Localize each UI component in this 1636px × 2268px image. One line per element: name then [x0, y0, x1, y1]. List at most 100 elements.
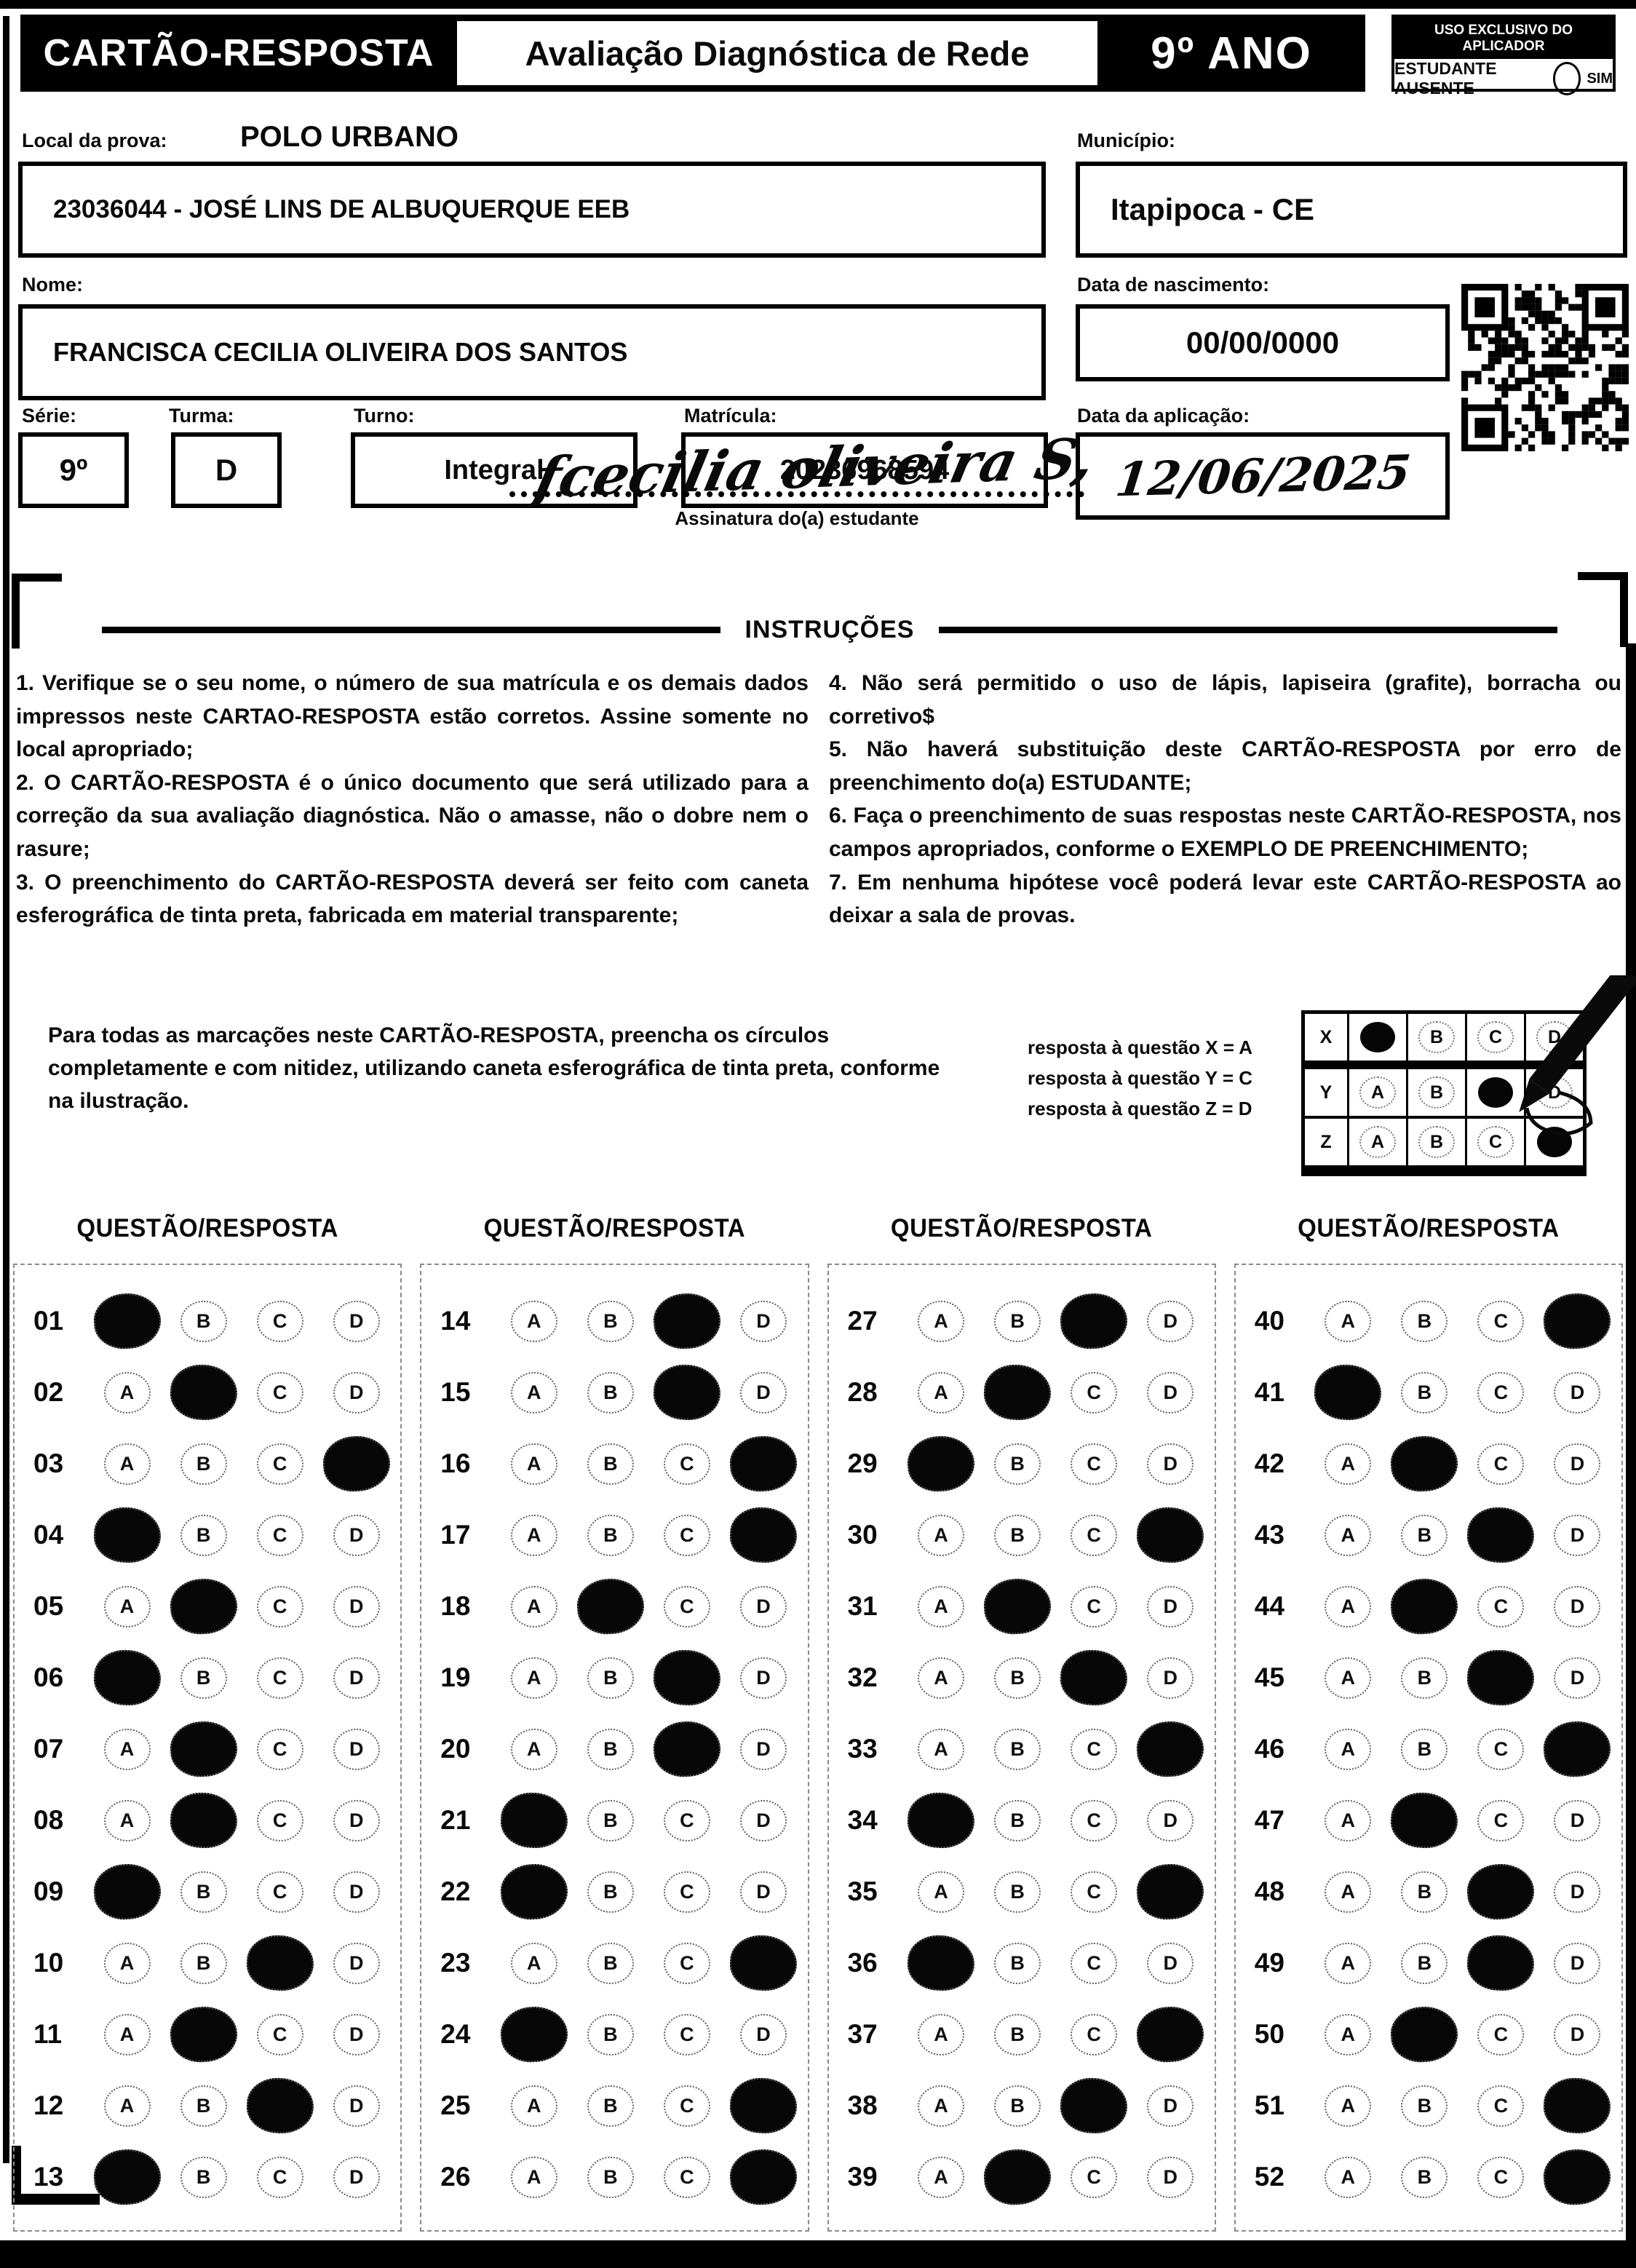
answer-bubble-option: D	[1554, 1371, 1601, 1413]
answer-bubble-option: A	[1325, 1942, 1372, 1984]
answer-bubble-filled	[1389, 2004, 1460, 2065]
answer-option-cell	[648, 1718, 725, 1780]
answer-option-cell: C	[1463, 1799, 1539, 1841]
answer-bubble-filled	[499, 2004, 570, 2065]
answer-bubble-option: B	[587, 2085, 634, 2127]
nascimento-field: 00/00/0000	[1076, 304, 1450, 381]
answer-option-cell: C	[242, 2156, 318, 2198]
answer-bubble-option: A	[918, 1300, 965, 1342]
answer-option-cell: D	[725, 1300, 801, 1342]
question-number: 35	[847, 1876, 878, 1906]
answer-bubble-option: C	[663, 1585, 710, 1627]
answer-bubble-option: A	[918, 1657, 965, 1699]
answer-option-cell	[1463, 1648, 1539, 1708]
answer-option-cell: A	[903, 1514, 980, 1556]
answer-bubble-option: C	[663, 1942, 710, 1984]
answer-bubble-filled	[905, 1433, 977, 1494]
answer-bubble-option: B	[587, 1799, 634, 1841]
answer-option-cell: C	[1056, 1871, 1132, 1913]
answer-option-cell: C	[1056, 2156, 1132, 2198]
answer-option-cell	[1539, 2146, 1616, 2208]
answer-option-cell: D	[318, 1728, 394, 1770]
answer-bubble-option: D	[1147, 1657, 1194, 1699]
answer-bubble-option: C	[1477, 1371, 1525, 1413]
answer-bubble-filled	[1389, 1576, 1460, 1637]
answer-bubble-option: C	[256, 1443, 303, 1485]
answer-option-cell	[1463, 1505, 1539, 1565]
answer-option-cell	[1386, 1433, 1463, 1494]
answer-bubble-option: A	[510, 1942, 557, 1984]
answer-option-cell: D	[1132, 1300, 1209, 1342]
answer-option-cell: C	[648, 1514, 725, 1556]
answer-bubble-option: A	[103, 1799, 151, 1841]
example-question-label: Z	[1305, 1119, 1349, 1165]
example-bubble-option: D	[1536, 1021, 1573, 1053]
answer-bubble-option: A	[103, 1728, 151, 1770]
answer-option-cell: D	[1132, 1585, 1209, 1627]
answer-row: 49 A B D	[1243, 1927, 1616, 1999]
answer-bubble-option: D	[1147, 2085, 1194, 2127]
student-absent-row: ESTUDANTE AUSENTE SIM	[1394, 59, 1613, 98]
answer-bubble-option: B	[994, 1728, 1041, 1770]
answer-option-cell: D	[318, 2156, 394, 2198]
answer-bubble-option: C	[1071, 1443, 1118, 1485]
answer-option-cell: A	[496, 1300, 572, 1342]
answer-bubble-option: B	[1401, 1371, 1448, 1413]
answer-bubble-option: C	[1071, 1728, 1118, 1770]
answer-row: 06 B C D	[22, 1642, 394, 1713]
answer-bubble-option: C	[256, 2156, 303, 2198]
example-legend: resposta à questão X = A resposta à quest…	[1028, 1032, 1252, 1124]
answer-bubble-option: A	[918, 1514, 965, 1556]
answer-bubble-option: D	[1147, 1300, 1194, 1342]
answer-bubble-option: D	[1147, 2156, 1194, 2198]
answer-bubble-filled	[982, 2146, 1053, 2208]
example-option-cell: B	[1408, 1069, 1467, 1116]
answer-option-cell	[496, 1791, 572, 1850]
answer-bubble-filled	[651, 1363, 722, 1422]
answer-bubble-option: B	[1401, 1300, 1448, 1342]
answer-option-cell: B	[572, 1443, 648, 1485]
answer-option-cell: A	[1310, 1657, 1386, 1699]
turno-label: Turno:	[354, 405, 415, 427]
answer-bubble-filled	[499, 1861, 570, 1922]
answer-option-cell	[496, 1861, 572, 1922]
answer-option-cell: C	[242, 1799, 318, 1841]
answer-option-cell: B	[165, 1657, 242, 1699]
answer-bubble-option: C	[1477, 1728, 1525, 1770]
answer-option-cell	[648, 1290, 725, 1352]
example-option-cell: C	[1467, 1119, 1526, 1165]
answer-bubble-option: A	[510, 2156, 557, 2198]
question-number: 14	[440, 1306, 471, 1336]
answer-bubble-filled	[1059, 2076, 1129, 2136]
answer-option-cell: A	[903, 2013, 980, 2055]
answer-option-cell: C	[1463, 1371, 1539, 1413]
header: CARTÃO-RESPOSTA Avaliação Diagnóstica de…	[20, 15, 1616, 98]
answer-row: 20 A B D	[429, 1713, 801, 1785]
answer-option-cell: B	[980, 1942, 1056, 1984]
answer-option-cell: B	[572, 2156, 648, 2198]
answer-bubble-option: A	[1325, 1871, 1372, 1913]
question-number: 32	[847, 1662, 878, 1692]
answer-row: 15 A B D	[429, 1357, 801, 1428]
answer-option-cell: D	[725, 2013, 801, 2055]
answer-option-cell: B	[572, 1300, 648, 1342]
local-da-prova-label: Local da prova:	[22, 130, 167, 151]
example-bubble-filled	[1537, 1127, 1572, 1157]
answer-row: 35 A B C	[836, 1856, 1209, 1927]
answer-option-cell	[1310, 1363, 1386, 1422]
answer-bubble-filled	[1466, 1505, 1536, 1565]
answer-option-cell	[725, 1433, 801, 1494]
instruction-item: 4. Não será permitido o uso de lápis, la…	[829, 671, 1621, 729]
answer-bubble-option: C	[1477, 1799, 1525, 1841]
answer-option-cell	[165, 1791, 242, 1850]
nascimento-label: Data de nascimento:	[1077, 274, 1270, 296]
answer-option-cell: C	[1056, 1942, 1132, 1984]
question-number: 24	[440, 2019, 471, 2049]
answer-option-cell: A	[1310, 1942, 1386, 1984]
question-number: 08	[33, 1805, 64, 1835]
answer-bubble-option: C	[1477, 2013, 1525, 2055]
answer-column: QUESTÃO/RESPOSTA 14 A B D 15 A B D 16 A B C 17 A B C 18 A C…	[420, 1213, 809, 2232]
answer-row: 29 B C D	[836, 1428, 1209, 1499]
